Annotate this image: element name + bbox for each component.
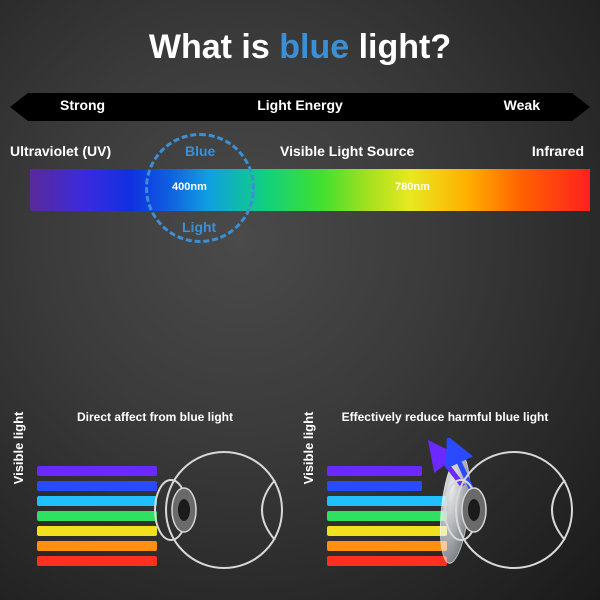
arrow-left-icon [10, 93, 28, 121]
ray-bar [327, 556, 447, 566]
ray-bar [37, 511, 157, 521]
arrow-right-icon [572, 93, 590, 121]
eye-diagrams-row: Direct affect from blue light Visible li… [0, 410, 600, 590]
ray-bar [327, 541, 447, 551]
ray-bar [37, 481, 157, 491]
energy-arrow-bar: Strong Light Energy Weak [28, 93, 572, 121]
ray-bar [37, 526, 157, 536]
title-post: light? [349, 28, 451, 66]
caption-filtered: Effectively reduce harmful blue light [305, 410, 585, 424]
eye-stage-direct: Visible light [15, 430, 295, 590]
spectrum-bar [30, 169, 590, 211]
ray-bar [37, 496, 157, 506]
spectrum-section: Ultraviolet (UV) Visible Light Source In… [10, 143, 590, 263]
ray-bar [327, 466, 422, 476]
title-blue: blue [279, 28, 349, 66]
ray-bar [37, 541, 157, 551]
label-infrared: Infrared [532, 143, 584, 159]
rays-direct [37, 466, 157, 571]
title-pre: What is [149, 28, 279, 66]
ray-bar [37, 466, 157, 476]
energy-center-label: Light Energy [257, 97, 343, 113]
caption-direct: Direct affect from blue light [15, 410, 295, 424]
eye-stage-filtered: Visible light [305, 430, 585, 590]
nm-400-label: 400nm [172, 181, 207, 193]
eye-icon [149, 440, 289, 580]
label-visible: Visible Light Source [280, 143, 414, 159]
eye-block-filtered: Effectively reduce harmful blue light Vi… [305, 410, 585, 590]
nm-780-label: 780nm [395, 181, 430, 193]
ylabel-filtered: Visible light [301, 388, 316, 508]
ray-bar [37, 556, 157, 566]
ylabel-direct: Visible light [11, 388, 26, 508]
ray-bar [327, 526, 447, 536]
label-blue-bottom: Light [182, 219, 216, 235]
ray-bar [327, 511, 447, 521]
ray-bar [327, 481, 422, 491]
label-blue-top: Blue [185, 143, 215, 159]
page-title: What is blue light? [0, 0, 600, 67]
energy-weak-label: Weak [504, 97, 540, 113]
label-ultraviolet: Ultraviolet (UV) [10, 143, 111, 159]
eye-block-direct: Direct affect from blue light Visible li… [15, 410, 295, 590]
eye-icon [439, 440, 579, 580]
energy-strong-label: Strong [60, 97, 105, 113]
